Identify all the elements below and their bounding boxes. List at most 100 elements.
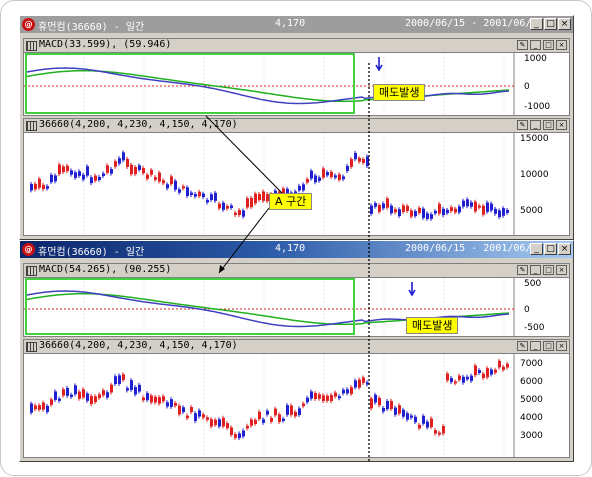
panel-minimize-button[interactable]: _ [530,341,541,351]
candle-body [182,407,185,412]
close-button[interactable]: × [558,18,571,30]
candle-body [498,361,501,368]
candle-body [170,176,173,184]
close-button[interactable]: × [558,243,571,255]
candle-body [378,205,381,212]
candle-body [478,206,481,208]
panel-settings-icon[interactable]: ✎ [517,120,528,130]
maximize-button[interactable]: □ [544,243,557,255]
panel-close-button[interactable]: × [556,341,567,351]
candle-body [482,374,485,378]
candle-body [450,207,453,211]
candle-body [458,207,461,213]
top-window-titlebar[interactable]: @ 휴먼컴(36660) - 일간 4,170 2000/06/15 - 200… [20,16,573,33]
candle-body [314,175,317,182]
maximize-button[interactable]: □ [544,18,557,30]
candle-body [422,416,425,424]
candle-body [422,209,425,218]
candle-body [210,419,213,426]
candle-body [54,175,57,181]
candle-body [30,403,33,412]
panel-close-button[interactable]: × [556,120,567,130]
candle-body [318,177,321,180]
candle-body [38,179,41,188]
candle-body [230,205,233,208]
candle-body [426,422,429,428]
axis-tick-label: 0 [524,82,530,92]
candle-body [70,395,73,397]
top-price-panel[interactable]: 36660(4,200, 4,230, 4,150, 4,170) ✎ _ □ … [23,118,570,236]
candle-body [42,403,45,410]
candle-body [478,370,481,373]
candle-body [42,185,45,189]
chart-grid-icon [26,41,37,51]
candle-body [86,393,89,400]
panel-close-button[interactable]: × [556,265,567,275]
section-a-callout: A 구간 [269,193,312,210]
top-macd-panel[interactable]: MACD(33.599), (59.946) ✎ _ □ × 1000 0 -100… [23,38,570,116]
candle-body [270,418,273,422]
candle-body [302,404,305,407]
panel-minimize-button[interactable]: _ [530,265,541,275]
candle-body [238,210,241,215]
candle-body [186,187,189,196]
candle-body [454,209,457,213]
bottom-chart-window[interactable]: @ 휴먼컴(36660) - 일간 4,170 2000/06/15 - 200… [19,240,574,462]
candle-body [306,179,309,182]
candle-body [158,397,161,403]
candle-body [174,403,177,406]
candle-body [118,158,121,164]
candle-body [486,203,489,212]
candle-body [202,414,205,417]
candle-body [30,184,33,190]
panel-close-button[interactable]: × [556,40,567,50]
date-range: 2000/06/15 - 2001/06/14 [405,18,543,29]
candle-body [206,200,209,203]
minimize-button[interactable]: _ [530,18,543,30]
candle-body [502,367,505,370]
panel-maximize-button[interactable]: □ [543,265,554,275]
candle-body [278,414,281,422]
candle-body [390,206,393,214]
panel-settings-icon[interactable]: ✎ [517,341,528,351]
panel-maximize-button[interactable]: □ [543,341,554,351]
panel-maximize-button[interactable]: □ [543,40,554,50]
panel-settings-icon[interactable]: ✎ [517,40,528,50]
current-price: 4,170 [275,243,305,254]
candle-body [370,206,373,214]
minimize-button[interactable]: _ [530,243,543,255]
candle-body [166,402,169,406]
bottom-window-titlebar[interactable]: @ 휴먼컴(36660) - 일간 4,170 2000/06/15 - 200… [20,241,573,258]
candle-body [294,412,297,416]
candle-body [370,398,373,408]
candle-body [110,169,113,174]
panel-minimize-button[interactable]: _ [530,120,541,130]
candle-body [234,213,237,215]
candle-body [246,426,249,429]
panel-maximize-button[interactable]: □ [543,120,554,130]
candle-body [298,186,301,191]
candle-body [122,374,125,380]
bottom-price-panel[interactable]: 36660(4,200, 4,230, 4,150, 4,170) ✎ _ □ … [23,339,570,458]
bottom-macd-panel[interactable]: MACD(54.265), (90.255) ✎ _ □ × 500 0 -500 [23,263,570,337]
candle-body [366,382,369,384]
candle-body [214,420,217,425]
candle-body [314,393,317,399]
panel-settings-icon[interactable]: ✎ [517,265,528,275]
axis-tick-label: 7000 [520,359,543,369]
candle-body [486,368,489,377]
axis-tick-label: -1000 [524,102,550,112]
candle-body [146,175,149,179]
candle-body [414,211,417,216]
candle-body [382,408,385,412]
candle-body [346,389,349,393]
candle-body [194,413,197,421]
candle-body [446,210,449,213]
panel-minimize-button[interactable]: _ [530,40,541,50]
candlestick-chart: 15000100005000 [24,133,569,235]
candle-body [338,174,341,180]
candle-body [178,189,181,192]
candle-body [362,159,365,163]
candle-body [82,389,85,397]
